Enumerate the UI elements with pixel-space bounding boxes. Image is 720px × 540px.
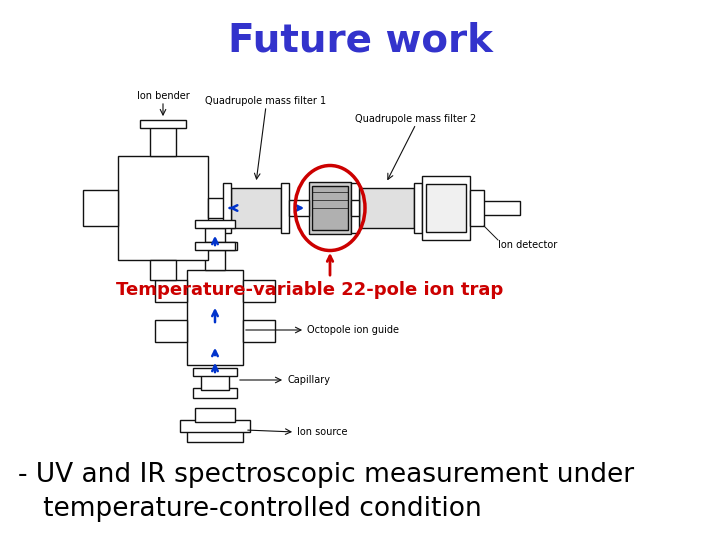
Bar <box>187 270 243 365</box>
Bar <box>195 220 235 228</box>
Bar <box>351 200 359 216</box>
Bar <box>223 183 231 233</box>
Text: Ion detector: Ion detector <box>498 240 557 250</box>
Bar <box>243 280 275 302</box>
Bar <box>193 242 237 250</box>
Text: Future work: Future work <box>228 22 492 60</box>
Bar <box>187 430 243 442</box>
Text: - UV and IR spectroscopic measurement under: - UV and IR spectroscopic measurement un… <box>18 462 634 488</box>
Bar <box>426 184 466 232</box>
Text: Quadrupole mass filter 2: Quadrupole mass filter 2 <box>356 114 477 124</box>
Bar <box>289 200 309 216</box>
Bar <box>193 388 237 398</box>
Bar <box>351 183 359 233</box>
Bar <box>414 183 422 233</box>
Bar <box>180 420 250 432</box>
Bar <box>243 320 275 342</box>
Bar <box>118 156 208 260</box>
Bar <box>195 242 235 250</box>
Text: Temperature-variable 22-pole ion trap: Temperature-variable 22-pole ion trap <box>117 281 503 299</box>
Bar <box>422 176 470 240</box>
Bar <box>309 182 351 234</box>
Text: Quadrupole mass filter 1: Quadrupole mass filter 1 <box>205 96 327 106</box>
Bar <box>83 190 118 226</box>
Bar <box>155 280 187 302</box>
Bar <box>470 190 484 226</box>
Bar <box>140 120 186 128</box>
Bar <box>201 374 229 390</box>
Text: Capillary: Capillary <box>287 375 330 385</box>
Text: temperature-controlled condition: temperature-controlled condition <box>18 496 482 522</box>
Bar <box>195 408 235 422</box>
Text: Octopole ion guide: Octopole ion guide <box>307 325 399 335</box>
Bar <box>281 183 289 233</box>
Text: Ion source: Ion source <box>297 427 348 437</box>
Bar <box>205 228 225 242</box>
Bar <box>231 188 281 228</box>
Bar <box>359 188 414 228</box>
Bar <box>193 368 237 376</box>
Bar <box>205 248 225 270</box>
Bar <box>312 186 348 230</box>
Bar <box>150 260 176 280</box>
Text: Ion bender: Ion bender <box>137 91 189 101</box>
Bar <box>150 126 176 156</box>
Bar <box>226 201 520 215</box>
Bar <box>208 198 226 218</box>
Bar <box>155 320 187 342</box>
